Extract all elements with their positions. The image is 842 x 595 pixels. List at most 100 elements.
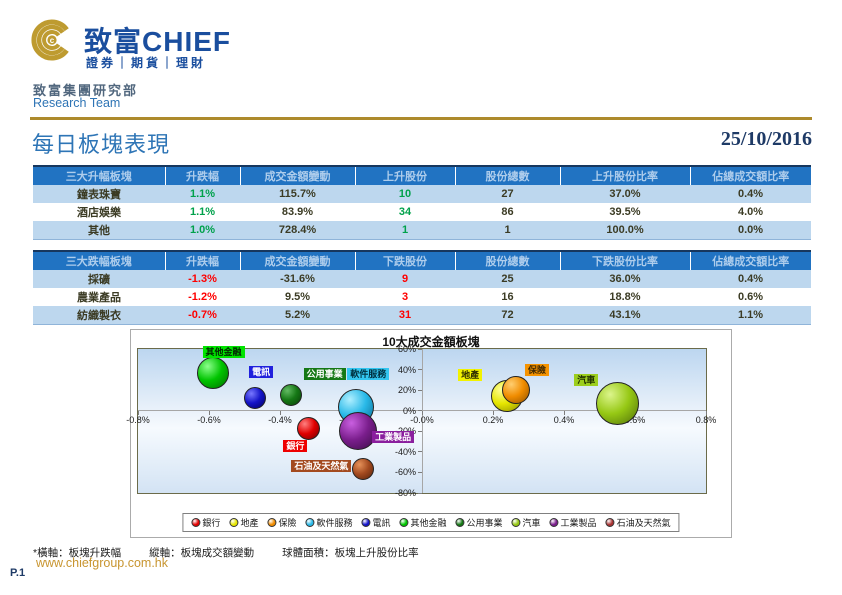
bubble-label-地產: 地產: [458, 369, 483, 382]
y-tick-label: 40%: [397, 364, 416, 375]
x-tick-label: -0.4%: [268, 414, 292, 425]
legend-dot-icon: [605, 518, 615, 527]
column-header: 下跌股份: [354, 250, 455, 270]
bubble-label-石油及天然氣: 石油及天然氣: [291, 460, 352, 473]
chart-bubble-電訊: [244, 387, 267, 410]
table-row: 農業產品 -1.2% 9.5% 3 16 18.8% 0.6%: [33, 288, 811, 306]
column-header: 佔總成交額比率: [689, 250, 811, 270]
top-gainers-table: 三大升幅板塊 升跌幅 成交金額變動 上升股份 股份總數 上升股份比率 佔總成交額比率 鐘表珠…: [33, 165, 811, 240]
x-tick-label: -0.8%: [126, 414, 150, 425]
brand-name-cn: 致富: [84, 26, 143, 57]
sector-name-cell: 農業產品: [77, 292, 121, 304]
legend-dot-icon: [455, 518, 465, 527]
value-cell: 1.1%: [189, 206, 216, 218]
legend-dot-icon: [399, 518, 409, 527]
value-cell: -1.2%: [188, 291, 217, 303]
table-row: 酒店娛樂 1.1% 83.9% 34 86 39.5% 4.0%: [33, 203, 811, 221]
legend-item: 其他金融: [399, 516, 447, 529]
value-cell: 0.6%: [737, 291, 764, 303]
legend-item: 石油及天然氣: [605, 516, 671, 529]
legend-label: 電訊: [372, 518, 391, 528]
value-cell: 31: [355, 306, 455, 325]
chart-bubble-銀行: [296, 416, 320, 440]
table-body: 採礦 -1.3% -31.6% 9 25 36.0% 0.4% 農業產品 -1.2% 9.5% 3 1…: [33, 270, 811, 325]
value-cell: -31.6%: [240, 270, 355, 288]
website-link[interactable]: www.chiefgroup.com.hk: [36, 556, 169, 570]
bubble-label-汽車: 汽車: [574, 373, 599, 386]
bubble-chart: 10大成交金額板塊 -0.8%-0.6%-0.4%-0.2%-0.0%0.2%0…: [126, 329, 732, 538]
x-tick: [421, 410, 423, 415]
bubble-label-軟件服務: 軟件服務: [347, 367, 390, 380]
bubble-label-公用事業: 公用事業: [303, 368, 346, 381]
value-cell: 0.0%: [690, 221, 811, 240]
bubble-label-其他金融: 其他金融: [202, 345, 245, 358]
legend-label: 軟件服務: [316, 518, 353, 528]
value-cell: 5.2%: [240, 306, 355, 325]
footnote-x-axis: *橫軸：板塊升跌幅: [33, 547, 122, 559]
y-tick: [418, 451, 422, 453]
table-row: 採礦 -1.3% -31.6% 9 25 36.0% 0.4%: [33, 270, 811, 288]
y-tick-label: 20%: [397, 385, 416, 396]
sector-name-cell: 紡織製衣: [33, 306, 165, 325]
report-date: 25/10/2016: [720, 128, 812, 150]
x-tick: [563, 410, 565, 415]
value-cell: 16: [501, 291, 514, 303]
header-divider: [30, 117, 812, 120]
y-tick: [418, 471, 422, 473]
legend-item: 銀行: [191, 516, 220, 529]
y-tick: [418, 430, 422, 432]
legend-dot-icon: [229, 518, 239, 527]
legend-item: 電訊: [361, 516, 391, 529]
table-header: 三大升幅板塊 升跌幅 成交金額變動 上升股份 股份總數 上升股份比率 佔總成交額比率: [33, 165, 811, 185]
legend-dot-icon: [549, 518, 559, 527]
value-cell: 25: [455, 270, 560, 288]
top-losers-table: 三大跌幅板塊 升跌幅 成交金額變動 下跌股份 股份總數 下跌股份比率 佔總成交額比率 採礦 -…: [33, 250, 811, 325]
table-header: 三大跌幅板塊 升跌幅 成交金額變動 下跌股份 股份總數 下跌股份比率 佔總成交額比率: [33, 250, 811, 270]
y-tick-label: -80%: [394, 488, 416, 498]
footnote-y-axis: 縱軸：板塊成交額變動: [149, 547, 255, 559]
legend-label: 銀行: [202, 518, 221, 528]
chart-bubble-石油及天然氣: [352, 458, 375, 481]
page-title: 每日板塊表現: [32, 132, 171, 157]
sector-name-cell: 採礦: [33, 270, 165, 288]
value-cell: 1: [455, 221, 560, 240]
sector-name-cell: 鐘表珠寶: [33, 185, 165, 203]
column-header: 股份總數: [454, 250, 560, 270]
value-cell: 9.5%: [284, 291, 311, 303]
sector-name-cell: 其他: [33, 221, 165, 240]
legend-dot-icon: [305, 518, 315, 527]
y-tick-label: -40%: [394, 446, 416, 457]
legend-label: 其他金融: [410, 518, 447, 528]
column-header: 上升股份: [354, 165, 455, 185]
y-tick-label: 0%: [402, 405, 416, 416]
value-cell: 9: [355, 270, 455, 288]
column-header: 三大跌幅板塊: [33, 250, 165, 270]
value-cell: 37.0%: [560, 185, 690, 203]
chart-bubble-保險: [502, 376, 531, 405]
x-tick: [279, 410, 281, 415]
chart-bubble-公用事業: [279, 384, 302, 407]
column-header: 下跌股份比率: [559, 250, 690, 270]
value-cell: 27: [455, 185, 560, 203]
value-cell: 100.0%: [560, 221, 690, 240]
legend-item: 工業製品: [549, 516, 597, 529]
chart-legend: 銀行 地產 保險 軟件服務 電訊 其他金融 公用事業 汽車 工業製品 石油及天然氣: [182, 513, 680, 532]
y-tick-label: 60%: [397, 344, 416, 354]
column-header: 三大升幅板塊: [33, 165, 165, 185]
chart-footnote: *橫軸：板塊升跌幅 縱軸：板塊成交額變動 球體面積：板塊上升股份比率: [33, 545, 447, 560]
value-cell: 1.0%: [165, 221, 240, 240]
chief-logo-icon: c: [30, 14, 82, 70]
x-tick-label: -0.0%: [410, 414, 434, 425]
value-cell: 34: [398, 206, 412, 218]
legend-label: 公用事業: [466, 518, 503, 528]
bubble-label-電訊: 電訊: [249, 366, 274, 379]
y-tick: [418, 410, 422, 412]
brand-name-en: CHIEF: [142, 26, 232, 57]
x-tick-label: 0.6%: [624, 414, 646, 425]
value-cell: 115.7%: [240, 185, 355, 203]
page-number: P.1: [10, 567, 26, 579]
legend-label: 汽車: [522, 518, 541, 528]
department-name-en: Research Team: [33, 96, 121, 110]
chart-title: 10大成交金額板塊: [382, 335, 480, 349]
x-tick: [492, 410, 494, 415]
